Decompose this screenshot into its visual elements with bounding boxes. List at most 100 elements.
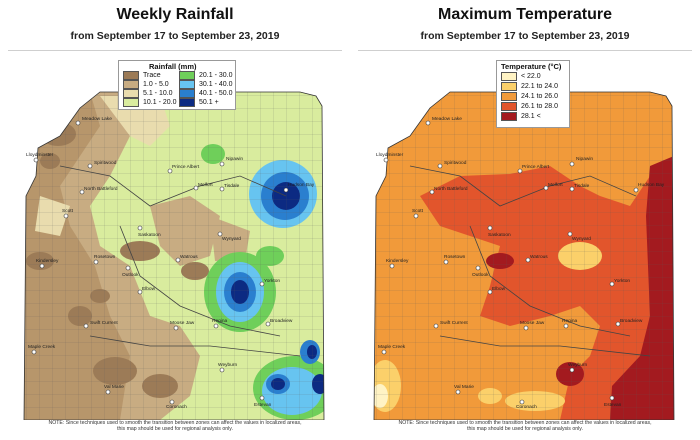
town-marker-icon: [217, 231, 223, 237]
town-marker-icon: [413, 213, 419, 219]
town-marker-icon: [93, 259, 99, 265]
town-marker-icon: [543, 185, 549, 191]
temperature-town-markers: Meadow Lake Lloydminster Spiritwood Prin…: [376, 116, 665, 410]
town-marker-icon: [219, 186, 225, 192]
temperature-subtitle: from September 17 to September 23, 2019: [420, 30, 630, 42]
town-marker-icon: [193, 185, 199, 191]
legend-swatch: [179, 80, 195, 89]
town-marker-icon: [455, 389, 461, 395]
town-marker-icon: [259, 395, 265, 401]
town-marker-icon: [569, 161, 575, 167]
town-label: Moose Jaw: [170, 320, 195, 326]
town-marker-icon: [283, 187, 289, 193]
town-marker-icon: [487, 289, 493, 295]
town-label: Weyburn: [218, 362, 237, 368]
town-marker-icon: [525, 257, 531, 263]
rainfall-town-markers: Meadow Lake Lloydminster Spiritwood Prin…: [26, 116, 315, 410]
town-label: Spiritwood: [444, 160, 467, 166]
town-label: Broadview: [620, 318, 643, 324]
legend-item: 24.1 to 26.0: [501, 92, 558, 101]
rainfall-legend-title: Rainfall (mm): [149, 62, 197, 71]
town-marker-icon: [389, 263, 395, 269]
town-label: Tisdale: [224, 183, 240, 189]
legend-item: 50.1 +: [179, 98, 219, 107]
town-label: Elbow: [142, 286, 156, 292]
town-label: Coronach: [516, 404, 537, 410]
town-label: Hudson Bay: [288, 182, 315, 188]
town-label: Meadow Lake: [82, 116, 112, 122]
legend-item: 30.1 - 40.0: [179, 80, 232, 89]
town-label: Regina: [562, 318, 578, 324]
town-marker-icon: [265, 321, 271, 327]
rainfall-subtitle: from September 17 to September 23, 2019: [70, 30, 280, 42]
temperature-panel: Maximum Temperature from September 17 to…: [350, 0, 700, 440]
town-marker-icon: [173, 325, 179, 331]
legend-item: 28.1 <: [501, 112, 541, 121]
town-label: Coronach: [166, 404, 187, 410]
town-label: Watrous: [530, 254, 548, 260]
town-label: Scott: [412, 208, 424, 214]
town-marker-icon: [569, 367, 575, 373]
town-marker-icon: [609, 395, 615, 401]
town-label: Wynyard: [572, 236, 591, 242]
town-label: Rosetown: [94, 254, 116, 260]
town-label: North Battleford: [434, 186, 468, 192]
legend-swatch: [179, 71, 195, 80]
town-label: Kindersley: [386, 258, 409, 264]
town-label: Tisdale: [574, 183, 590, 189]
legend-swatch: [501, 72, 517, 81]
town-marker-icon: [519, 399, 525, 405]
rainfall-title: Weekly Rainfall: [116, 6, 234, 23]
legend-swatch: [501, 112, 517, 121]
town-marker-icon: [137, 225, 143, 231]
rainfall-panel: Weekly Rainfall from September 17 to Sep…: [8, 6, 342, 432]
rainfall-map: Meadow Lake Lloydminster Spiritwood Prin…: [23, 91, 325, 420]
town-marker-icon: [31, 349, 37, 355]
legend-swatch: [501, 92, 517, 101]
town-label: Broadview: [270, 318, 293, 324]
town-label: Maple Creek: [378, 344, 406, 350]
legend-item: 40.1 - 50.0: [179, 89, 232, 98]
legend-item: 5.1 - 10.0: [123, 89, 173, 98]
town-label: Outlook: [472, 272, 489, 278]
town-label: Lloydminster: [376, 152, 404, 158]
town-marker-icon: [443, 259, 449, 265]
town-label: Hudson Bay: [638, 182, 665, 188]
town-marker-icon: [383, 157, 389, 163]
town-marker-icon: [523, 325, 529, 331]
town-marker-icon: [167, 168, 173, 174]
town-label: Nipawin: [576, 156, 593, 162]
rainfall-note: NOTE: Since techniques used to smooth th…: [48, 420, 302, 432]
town-marker-icon: [87, 163, 93, 169]
town-marker-icon: [569, 186, 575, 192]
town-marker-icon: [63, 213, 69, 219]
town-label: Spiritwood: [94, 160, 117, 166]
town-marker-icon: [33, 157, 39, 163]
town-label: Kindersley: [36, 258, 59, 264]
town-label: Swift Current: [90, 320, 118, 326]
town-marker-icon: [79, 189, 85, 195]
town-marker-icon: [475, 265, 481, 271]
legend-swatch: [179, 89, 195, 98]
town-label: Melfort: [198, 182, 213, 188]
legend-item: Trace: [123, 71, 161, 80]
town-marker-icon: [219, 161, 225, 167]
legend-swatch: [123, 98, 139, 107]
town-marker-icon: [213, 323, 219, 329]
legend-swatch: [501, 82, 517, 91]
town-label: Estevan: [604, 402, 622, 408]
legend-item: 1.0 - 5.0: [123, 80, 169, 89]
town-label: Watrous: [180, 254, 198, 260]
legend-item: 10.1 - 20.0: [123, 98, 176, 107]
town-marker-icon: [175, 257, 181, 263]
town-label: Scott: [62, 208, 74, 214]
town-label: Saskatoon: [488, 232, 511, 238]
town-marker-icon: [75, 120, 81, 126]
town-label: Maple Creek: [28, 344, 56, 350]
town-label: Melfort: [548, 182, 563, 188]
town-label: Weyburn: [568, 362, 587, 368]
town-label: Outlook: [122, 272, 139, 278]
town-label: Regina: [212, 318, 228, 324]
town-label: Yorkton: [614, 278, 630, 284]
town-marker-icon: [615, 321, 621, 327]
